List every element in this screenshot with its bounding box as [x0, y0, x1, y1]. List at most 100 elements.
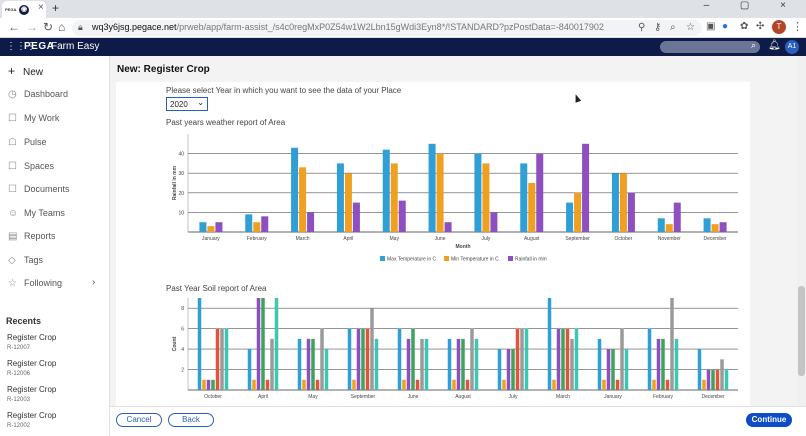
soil-bar: [520, 328, 524, 390]
sidebar-new-button[interactable]: + New: [8, 64, 44, 78]
soil-bar: [706, 369, 711, 390]
weather-bar: [390, 163, 398, 232]
y-tick-label: 2: [181, 368, 184, 374]
weather-bar: [215, 222, 223, 232]
soil-bar: [311, 338, 315, 390]
soil-bar: [270, 338, 274, 390]
soil-bar: [302, 379, 306, 390]
form-footer: Cancel Back Continue: [110, 406, 806, 436]
sidebar-item-reports[interactable]: ▤ Reports: [8, 231, 56, 242]
soil-bar: [597, 338, 602, 390]
weather-bar: [611, 173, 619, 232]
soil-bar: [447, 338, 452, 390]
recent-item[interactable]: Register Crop R-12003: [7, 385, 57, 403]
soil-bar: [552, 379, 556, 390]
soil-bar: [670, 298, 674, 390]
back-button[interactable]: Back: [168, 413, 214, 427]
sidebar-item-following[interactable]: ☆ Following: [8, 278, 63, 289]
sidebar-item-my-work[interactable]: ☐ My Work: [8, 113, 60, 124]
puzzle-icon[interactable]: ✣: [756, 21, 765, 32]
browser-toolbar: ← → ↻ ⌂ 🔒︎ wq3y6jsg.pegace.net/prweb/app…: [0, 18, 806, 38]
brand-logo: PEGA: [24, 41, 55, 52]
sidebar-item-dashboard[interactable]: ◷ Dashboard: [8, 89, 69, 100]
legend-label: Max Temperature in C: [387, 257, 436, 263]
soil-bar: [306, 338, 311, 390]
continue-button[interactable]: Continue: [746, 413, 792, 427]
chevron-right-icon[interactable]: ›: [92, 277, 96, 288]
user-avatar[interactable]: A1: [785, 40, 799, 54]
year-dropdown[interactable]: 2020 ⌄: [166, 97, 208, 111]
soil-bar: [361, 328, 365, 390]
extension-icon[interactable]: ▣: [706, 21, 716, 32]
x-tick-label: April: [343, 236, 353, 242]
bell-icon[interactable]: 🔔︎: [768, 40, 781, 51]
page-scrollbar[interactable]: [797, 56, 806, 406]
extension-gear-icon[interactable]: ✿: [740, 21, 749, 32]
soil-bar: [297, 338, 302, 390]
browser-menu-icon[interactable]: ⋮: [792, 21, 803, 33]
url-text[interactable]: wq3y6jsg.pegace.net/prweb/app/farm-assis…: [92, 22, 604, 32]
sidebar-item-my-teams[interactable]: ☺ My Teams: [8, 208, 65, 219]
sidebar-item-tags[interactable]: ◇ Tags: [8, 255, 44, 266]
sidebar-item-pulse[interactable]: ☖ Pulse: [8, 137, 47, 148]
x-tick-label: July: [509, 394, 518, 400]
soil-bar: [515, 328, 520, 390]
soil-bar: [547, 298, 552, 390]
cancel-button[interactable]: Cancel: [116, 413, 162, 427]
soil-bar: [497, 349, 502, 390]
search-input[interactable]: ⌕: [660, 40, 760, 53]
new-tab-button[interactable]: +: [52, 1, 60, 15]
window-controls[interactable]: – ▢ ×: [703, 0, 800, 11]
reload-icon[interactable]: ↻: [43, 20, 54, 34]
soil-bar: [524, 328, 529, 390]
zoom-icon[interactable]: ⌕: [670, 22, 676, 33]
profile-avatar[interactable]: T: [772, 20, 786, 34]
x-tick-label: February: [653, 394, 674, 400]
location-icon[interactable]: ⚲: [638, 22, 646, 33]
bookmark-star-icon[interactable]: ☆: [686, 22, 695, 33]
app-header: ⋮⋮⋮ PEGA Farm Easy ⌕ 🔔︎ A1: [0, 38, 806, 56]
browser-tab[interactable]: PEGA ◉ ×: [2, 1, 46, 18]
legend-swatch: [380, 256, 385, 261]
soil-bar: [215, 328, 220, 390]
address-bar[interactable]: 🔒︎ wq3y6jsg.pegace.net/prweb/app/farm-as…: [72, 20, 702, 36]
soil-bar: [461, 338, 465, 390]
weather-bar: [199, 222, 207, 232]
search-icon[interactable]: ⌕: [750, 40, 756, 50]
soil-bar: [574, 328, 579, 390]
weather-bar: [444, 222, 452, 232]
x-tick-label: December: [704, 236, 727, 242]
soil-bar: [247, 349, 252, 390]
legend-label: Min Temperature in C: [451, 257, 499, 263]
following-icon: ☆: [8, 278, 17, 289]
pega-favicon-icon: PEGA: [5, 7, 17, 12]
weather-bar: [291, 147, 299, 232]
tab-close-icon[interactable]: ×: [38, 2, 44, 13]
recent-item[interactable]: Register Crop R-12006: [7, 359, 57, 377]
soil-bar: [624, 349, 629, 390]
sidebar-item-spaces[interactable]: ☐ Spaces: [8, 161, 55, 172]
soil-bar: [556, 328, 561, 390]
key-icon[interactable]: ⚷: [654, 22, 662, 33]
extension-blue-icon[interactable]: ●: [722, 21, 729, 32]
forward-arrow-icon[interactable]: →: [26, 20, 38, 34]
recent-item[interactable]: Register Crop R-12002: [7, 411, 57, 429]
soil-bar: [456, 338, 461, 390]
home-icon[interactable]: ⌂: [58, 20, 66, 34]
back-arrow-icon[interactable]: ←: [8, 20, 20, 34]
x-tick-label: January: [202, 236, 220, 242]
scrollbar-thumb[interactable]: [798, 286, 805, 376]
recent-item[interactable]: Register Crop R-12007: [7, 333, 57, 351]
lock-icon[interactable]: 🔒︎: [78, 22, 83, 32]
weather-bar: [657, 218, 665, 232]
x-tick-label: June: [435, 236, 446, 242]
soil-bar: [224, 328, 229, 390]
pulse-icon: ☖: [8, 137, 17, 148]
app-grid-icon[interactable]: ⋮⋮⋮: [6, 41, 36, 52]
soil-bar: [252, 379, 256, 390]
soil-bar: [570, 338, 574, 390]
soil-bar: [661, 338, 665, 390]
y-tick-label: 4: [181, 347, 184, 353]
legend-label: Rainfall in mm: [515, 257, 547, 263]
sidebar-item-documents[interactable]: ☐ Documents: [8, 184, 70, 195]
